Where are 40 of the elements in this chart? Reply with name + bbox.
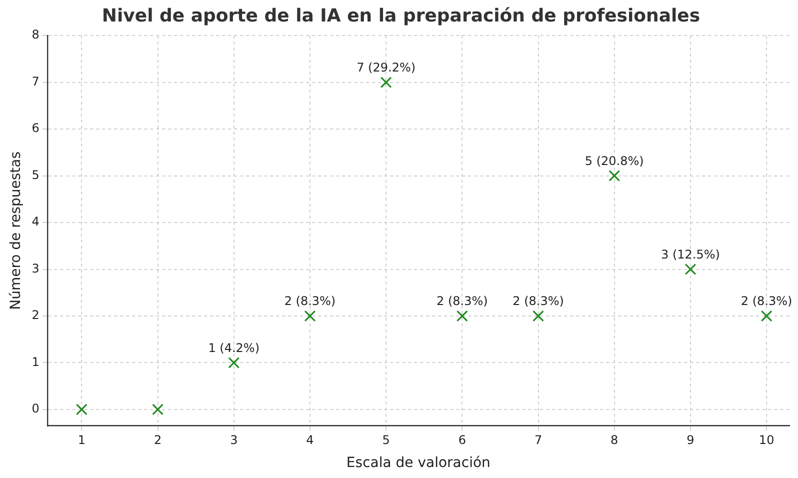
y-axis-title: Número de respuestas (8, 151, 24, 310)
y-tick-label: 4 (32, 214, 40, 229)
point (76, 404, 88, 416)
point (304, 310, 316, 322)
y-tick-label: 7 (32, 74, 40, 88)
data-label: 2 (8.3%) (284, 294, 336, 308)
data-label: 2 (8.3%) (512, 294, 564, 308)
x-tick-label: 6 (458, 433, 466, 448)
y-tick-label: 1 (32, 354, 40, 369)
y-tick-label: 5 (32, 168, 40, 182)
y-tick-label: 2 (32, 308, 40, 322)
data-label: 5 (20.8%) (584, 154, 644, 168)
data-label: 3 (12.5%) (661, 247, 720, 262)
chart-title: Nivel de aporte de la IA en la preparación de profesionales (102, 5, 700, 26)
x-tick-label: 1 (78, 433, 86, 448)
x-axis-title: Escala de valoración (346, 455, 490, 472)
point (228, 356, 240, 368)
data-label: 2 (8.3%) (740, 294, 792, 308)
x-tick-label: 3 (230, 433, 238, 448)
x-tick-label: 2 (154, 433, 162, 448)
point (608, 170, 620, 182)
y-tick-label: 6 (32, 121, 40, 136)
data-label: 1 (4.2%) (208, 340, 260, 355)
x-tick-label: 9 (686, 433, 694, 448)
point (380, 76, 392, 88)
y-tick-label: 8 (32, 28, 40, 42)
point (532, 310, 544, 322)
x-tick-label: 7 (534, 433, 542, 448)
x-tick-label: 5 (382, 433, 390, 448)
x-tick-label: 8 (610, 433, 618, 448)
point (456, 310, 468, 322)
point (684, 264, 696, 276)
data-label: 2 (8.3%) (436, 294, 488, 308)
y-tick-label: 3 (32, 261, 40, 276)
point (152, 404, 164, 416)
point (760, 310, 772, 322)
y-tick-label: 0 (32, 402, 40, 416)
data-label: 7 (29.2%) (356, 60, 416, 74)
x-tick-label: 4 (306, 433, 314, 448)
x-tick-label: 10 (758, 433, 774, 448)
